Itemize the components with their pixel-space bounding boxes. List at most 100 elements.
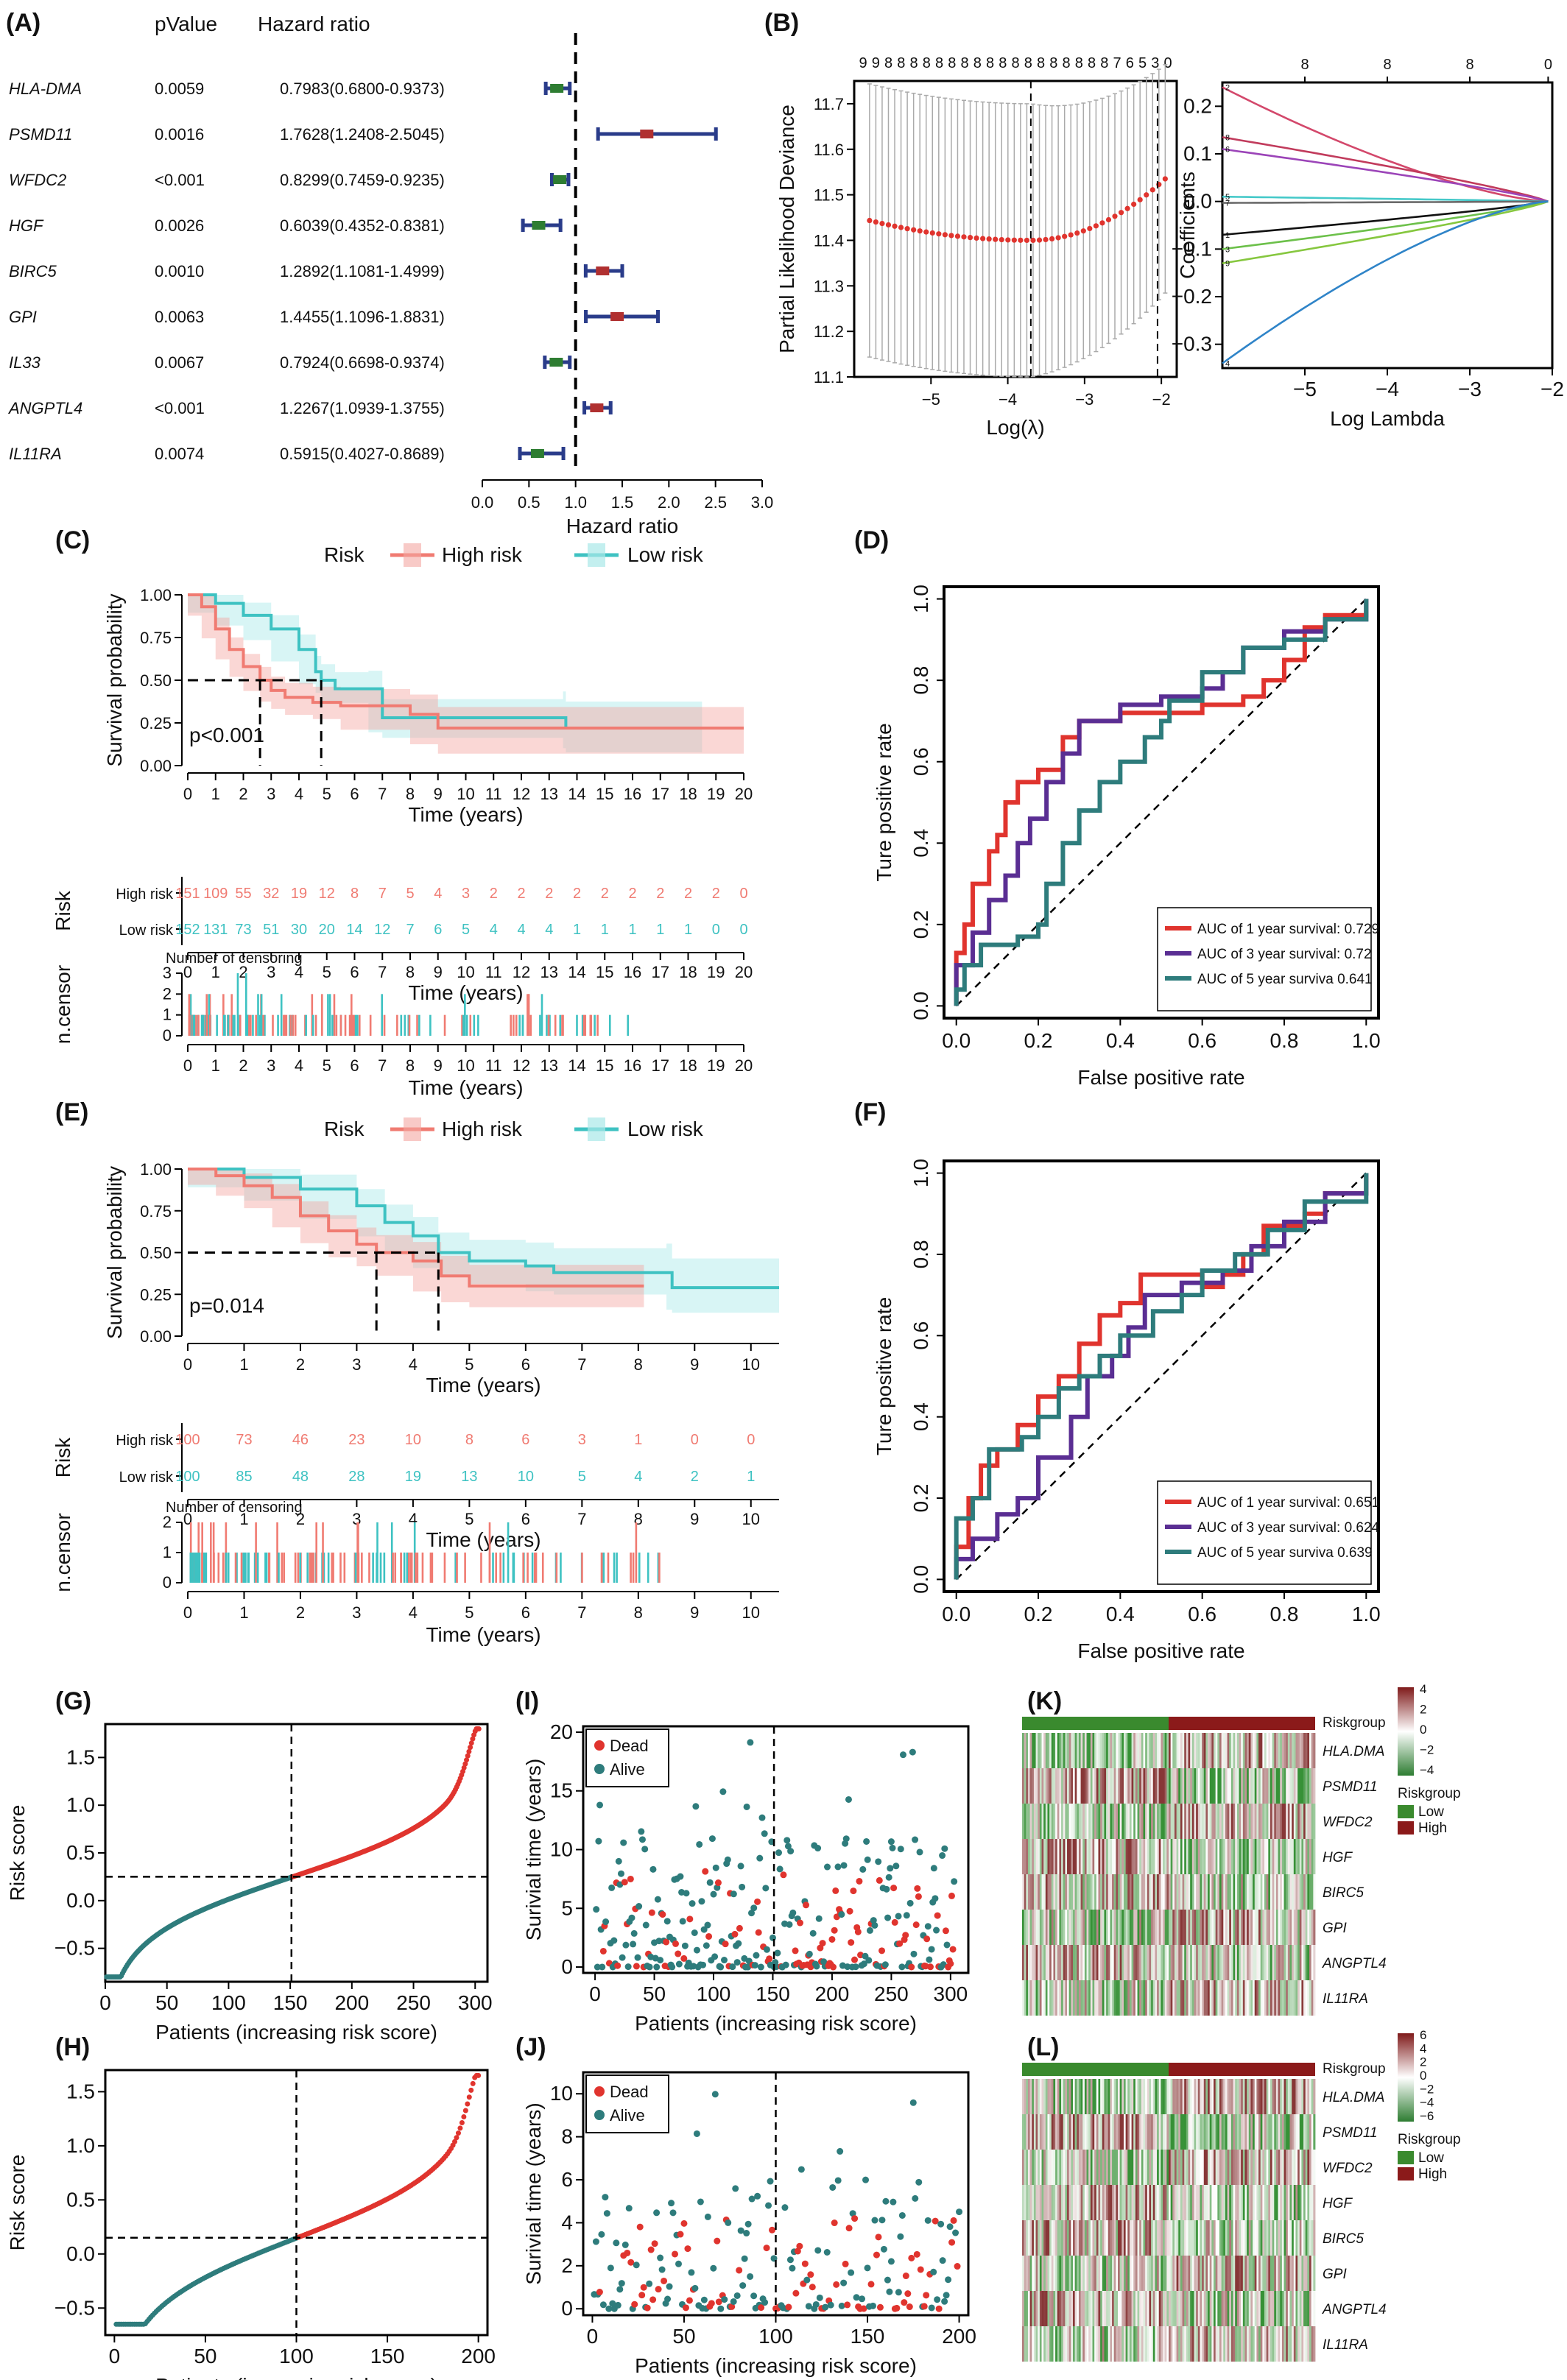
heat-cell (1250, 2114, 1253, 2150)
heat-cell (1084, 1804, 1087, 1839)
heat-cell (1026, 2326, 1029, 2362)
heat-cell (1303, 1945, 1306, 1980)
alive-point (897, 1846, 904, 1853)
heat-cell (1270, 2114, 1273, 2150)
heat-cell (1092, 1980, 1095, 2016)
alive-point (884, 1914, 892, 1921)
heat-cell (1113, 1768, 1116, 1804)
heat-cell (1129, 2326, 1132, 2362)
heat-cell (1118, 1804, 1121, 1839)
gene-row-label: IL11RA (1323, 2337, 1368, 2353)
heat-cell (1275, 1839, 1278, 1874)
heat-cell (1203, 2291, 1206, 2326)
heat-cell (1194, 2326, 1197, 2362)
heat-cell (1214, 2185, 1216, 2220)
heat-cell (1149, 2220, 1152, 2256)
hr-text: 0.7924(0.6698-0.9374) (280, 353, 445, 372)
heat-cell (1260, 2079, 1263, 2114)
x-tick-label: −2 (1152, 390, 1171, 409)
path-index-label: 1 (1225, 231, 1230, 240)
heat-cell (1024, 1980, 1027, 2016)
heat-cell (1045, 2150, 1048, 2185)
heat-cell (1049, 2291, 1052, 2326)
heat-cell (1203, 1733, 1206, 1768)
heat-cell (1178, 1839, 1181, 1874)
dead-point (648, 1909, 655, 1916)
deviance-point (1055, 235, 1061, 241)
heat-cell (1215, 2220, 1218, 2256)
heat-cell (1125, 1980, 1128, 2016)
heat-cell (1258, 1910, 1261, 1945)
heat-cell (1266, 1768, 1269, 1804)
hr-point (590, 403, 604, 412)
heat-cell (1230, 1768, 1233, 1804)
heat-cell (1163, 1945, 1166, 1980)
heat-cell (1293, 1910, 1296, 1945)
heat-cell (1102, 2326, 1105, 2362)
heat-cell (1266, 2114, 1269, 2150)
heat-cell (1100, 2079, 1103, 2114)
heat-cell (1295, 1910, 1298, 1945)
x-tick-label: 0 (183, 1355, 192, 1374)
heat-cell (1035, 1910, 1038, 1945)
heat-cell (1143, 1980, 1146, 2016)
heat-cell (1086, 2326, 1089, 2362)
heat-cell (1278, 1980, 1281, 2016)
heat-cell (1106, 2256, 1109, 2291)
x-tick-label: 0 (183, 1056, 192, 1075)
alive-point (708, 1835, 716, 1843)
heat-cell (1133, 1874, 1136, 1910)
heat-cell (1236, 1910, 1239, 1945)
heat-cell (1113, 1733, 1116, 1768)
heat-cell (1170, 1874, 1173, 1910)
heat-cell (1214, 1733, 1216, 1768)
x-tick-label: 0 (109, 2345, 121, 2367)
heat-cell (1283, 2291, 1286, 2326)
heat-cell (1217, 1839, 1220, 1874)
heat-cell (1190, 2256, 1193, 2291)
x-tick-label: 5 (465, 1510, 473, 1528)
heat-cell (1278, 2185, 1281, 2220)
x-tick-label: 0.8 (1270, 1029, 1299, 1052)
risk-count-high: 10 (405, 1432, 421, 1448)
riskgroup-low-bar (1022, 2063, 1169, 2076)
heat-cell (1145, 2326, 1148, 2362)
heat-cell (1094, 1910, 1097, 1945)
heat-cell (1127, 1945, 1130, 1980)
heat-cell (1247, 1980, 1250, 2016)
heat-cell (1205, 1804, 1208, 1839)
heat-cell (1169, 2150, 1172, 2185)
heat-cell (1186, 2079, 1189, 2114)
heat-cell (1125, 2114, 1128, 2150)
heat-cell (1266, 1945, 1269, 1980)
heat-cell (1033, 2150, 1036, 2185)
heat-cell (1235, 1980, 1238, 2016)
alive-point (750, 1904, 758, 1912)
heat-cell (1186, 2291, 1189, 2326)
y-tick-label: 0.0 (66, 2242, 95, 2265)
heat-cell (1242, 2114, 1245, 2150)
heat-cell (1151, 2150, 1154, 2185)
heat-cell (1100, 2114, 1103, 2150)
heat-cell (1278, 1768, 1281, 1804)
x-tick-label: 0.6 (1188, 1603, 1216, 1625)
heat-cell (1127, 2291, 1130, 2326)
heat-cell (1227, 2326, 1230, 2362)
heat-cell (1024, 1945, 1027, 1980)
heat-cell (1258, 2079, 1261, 2114)
heat-cell (1033, 2185, 1036, 2220)
heat-cell (1215, 1980, 1218, 2016)
heat-cell (1229, 1874, 1232, 1910)
dead-point (860, 2305, 867, 2312)
heat-cell (1086, 1874, 1089, 1910)
heat-cell (1038, 2220, 1040, 2256)
heat-cell (1078, 1980, 1081, 2016)
y-tick-label: 1.5 (66, 1745, 95, 1768)
dead-point (614, 1962, 621, 1969)
heat-cell (1194, 2291, 1197, 2326)
heat-cell (1205, 2079, 1208, 2114)
heat-cell (1176, 1874, 1179, 1910)
heat-cell (1163, 2185, 1166, 2220)
heat-cell (1155, 2326, 1158, 2362)
heat-cell (1145, 2220, 1148, 2256)
